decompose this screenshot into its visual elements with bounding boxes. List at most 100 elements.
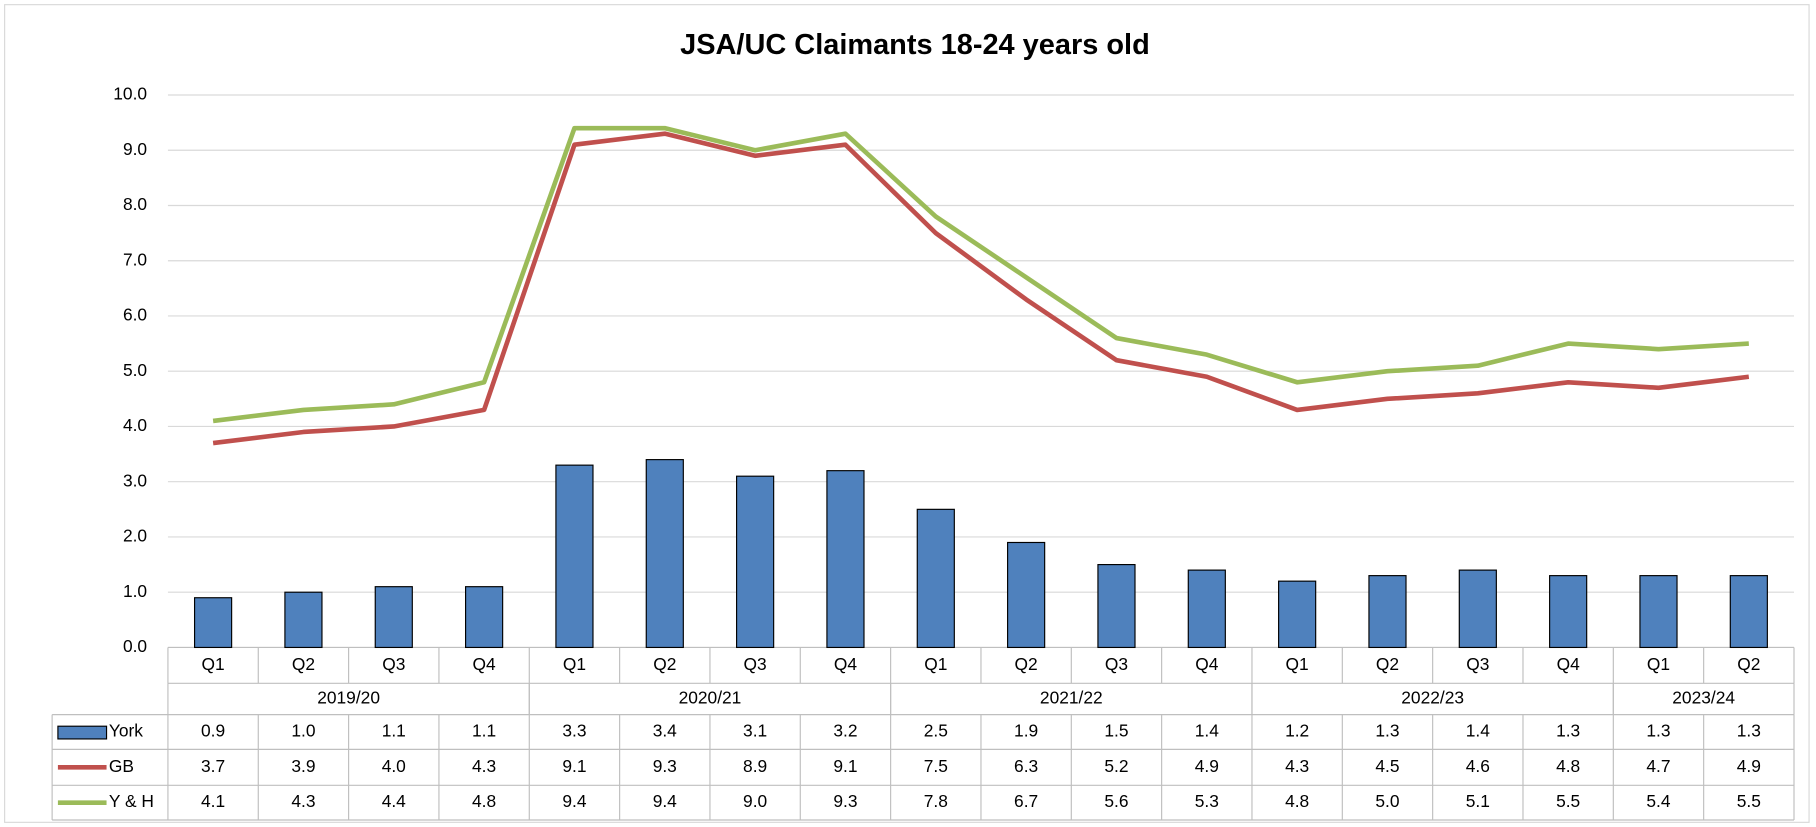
table-value: 1.4 [1466, 721, 1490, 741]
x-tick-label: Q3 [744, 654, 767, 674]
bar [1368, 575, 1407, 649]
line [212, 131, 1750, 446]
bar [1729, 575, 1768, 649]
table-value: 6.7 [1014, 791, 1038, 811]
table-value: 3.2 [833, 721, 857, 741]
x-tick-label: Q1 [924, 654, 947, 674]
table-value: 4.5 [1375, 756, 1399, 776]
table-value: 1.1 [472, 721, 496, 741]
legend-label: GB [109, 756, 134, 776]
table-value: 4.3 [291, 791, 315, 811]
bar [736, 475, 775, 649]
table-value: 2.5 [924, 721, 948, 741]
bar [374, 586, 413, 649]
chart-title: JSA/UC Claimants 18-24 years old [680, 29, 1150, 61]
bar [1549, 575, 1588, 649]
x-tick-label: Q2 [1015, 654, 1038, 674]
x-tick-label: Q3 [1466, 654, 1489, 674]
table-value: 9.3 [833, 791, 857, 811]
y-tick-label: 2.0 [123, 526, 147, 546]
y-tick-label: 9.0 [123, 139, 147, 159]
table-value: 3.4 [653, 721, 677, 741]
table-value: 4.9 [1737, 756, 1761, 776]
period-label: 2019/20 [317, 688, 380, 708]
bar [555, 464, 594, 649]
bar [193, 597, 233, 649]
table-value: 1.5 [1104, 721, 1128, 741]
bar [1007, 541, 1046, 649]
legend-label: York [109, 721, 143, 741]
table-value: 3.1 [743, 721, 767, 741]
table-value: 4.7 [1646, 756, 1670, 776]
table-value: 5.0 [1375, 791, 1399, 811]
bar [284, 591, 323, 649]
table-value: 6.3 [1014, 756, 1038, 776]
bar [916, 508, 955, 649]
legend-key [57, 725, 108, 740]
x-tick-label: Q3 [1105, 654, 1128, 674]
x-tick-label: Q3 [382, 654, 405, 674]
chart-frame [4, 4, 1810, 823]
table-value: 8.9 [743, 756, 767, 776]
x-tick-label: Q2 [653, 654, 676, 674]
y-tick-label: 7.0 [123, 249, 147, 269]
y-tick-label: 5.0 [123, 360, 147, 380]
table-value: 9.4 [653, 791, 677, 811]
x-tick-label: Q2 [1737, 654, 1760, 674]
table-value: 9.0 [743, 791, 767, 811]
x-tick-label: Q2 [292, 654, 315, 674]
bar [826, 470, 865, 649]
table-value: 1.2 [1285, 721, 1309, 741]
y-tick-label: 8.0 [123, 194, 147, 214]
table-value: 7.5 [924, 756, 948, 776]
table-value: 5.1 [1466, 791, 1490, 811]
table-value: 5.6 [1104, 791, 1128, 811]
x-tick-label: Q1 [202, 654, 225, 674]
bar [1639, 575, 1678, 649]
table-value: 4.8 [472, 791, 496, 811]
table-value: 4.1 [201, 791, 225, 811]
table-value: 4.6 [1466, 756, 1490, 776]
y-tick-label: 6.0 [123, 305, 147, 325]
bar [465, 586, 504, 649]
table-value: 9.3 [653, 756, 677, 776]
table-value: 4.0 [382, 756, 406, 776]
table-value: 1.3 [1737, 721, 1761, 741]
y-tick-label: 1.0 [123, 581, 147, 601]
table-value: 1.9 [1014, 721, 1038, 741]
table-value: 9.1 [562, 756, 586, 776]
legend-label: Y & H [109, 791, 154, 811]
table-value: 0.9 [201, 721, 225, 741]
x-tick-label: Q1 [1286, 654, 1309, 674]
x-tick-label: Q4 [473, 654, 497, 674]
x-tick-label: Q4 [834, 654, 858, 674]
y-tick-label: 10.0 [113, 84, 147, 104]
table-value: 1.1 [382, 721, 406, 741]
x-tick-label: Q2 [1376, 654, 1399, 674]
table-value: 4.3 [1285, 756, 1309, 776]
x-tick-label: Q4 [1195, 654, 1219, 674]
table-value: 4.9 [1195, 756, 1219, 776]
y-tick-label: 3.0 [123, 470, 147, 490]
period-label: 2021/22 [1040, 688, 1103, 708]
table-value: 3.7 [201, 756, 225, 776]
table-value: 3.9 [291, 756, 315, 776]
bar [1458, 569, 1497, 649]
bar [645, 459, 684, 649]
table-value: 1.3 [1646, 721, 1670, 741]
period-label: 2022/23 [1401, 688, 1464, 708]
table-value: 9.1 [833, 756, 857, 776]
bar [1278, 580, 1317, 649]
period-label: 2023/24 [1672, 688, 1735, 708]
table-value: 7.8 [924, 791, 948, 811]
table-value: 4.8 [1285, 791, 1309, 811]
line [212, 125, 1749, 424]
y-tick-label: 0.0 [123, 636, 147, 656]
table-value: 5.5 [1556, 791, 1580, 811]
x-tick-label: Q1 [1647, 654, 1670, 674]
table-value: 9.4 [562, 791, 586, 811]
table-value: 1.3 [1556, 721, 1580, 741]
y-tick-label: 4.0 [123, 415, 147, 435]
table-value: 5.4 [1646, 791, 1670, 811]
